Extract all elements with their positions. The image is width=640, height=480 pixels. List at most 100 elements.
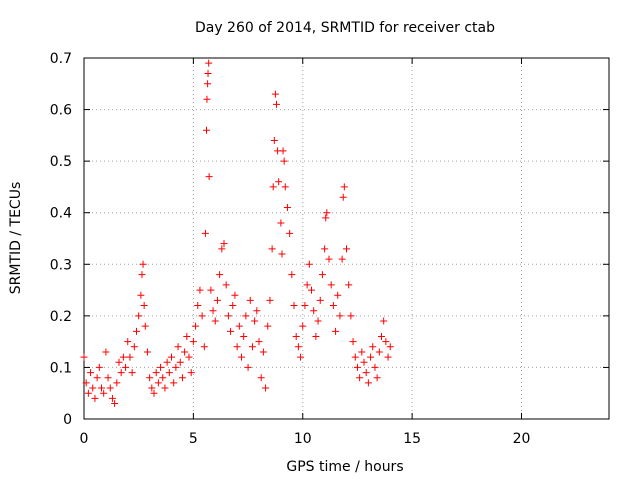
data-point	[278, 250, 286, 258]
data-point	[268, 245, 276, 253]
data-point	[165, 369, 173, 377]
data-point	[119, 353, 127, 361]
y-axis-label: SRMTID / TECUs	[8, 182, 24, 295]
data-point	[205, 59, 213, 67]
data-point	[242, 312, 250, 320]
x-tick-label: 10	[294, 431, 312, 447]
data-point	[82, 379, 90, 387]
data-point	[270, 137, 278, 145]
data-point	[269, 183, 277, 191]
data-point	[240, 332, 248, 340]
data-point	[216, 271, 224, 279]
data-point	[154, 379, 162, 387]
data-point	[161, 384, 169, 392]
data-point	[229, 302, 237, 310]
data-point	[187, 369, 195, 377]
data-point	[135, 312, 143, 320]
data-point	[100, 389, 108, 397]
data-points	[80, 59, 394, 408]
data-point	[336, 312, 344, 320]
data-point	[89, 384, 97, 392]
data-point	[351, 353, 359, 361]
data-point	[200, 343, 208, 351]
data-point	[80, 353, 88, 361]
data-point	[332, 327, 340, 335]
data-point	[137, 291, 145, 299]
data-point	[362, 369, 370, 377]
data-point	[122, 363, 130, 371]
data-point	[201, 229, 209, 237]
data-point	[192, 322, 200, 330]
data-point	[126, 353, 134, 361]
data-point	[325, 255, 333, 263]
data-point	[318, 271, 326, 279]
data-point	[128, 369, 136, 377]
data-point	[213, 296, 221, 304]
data-point	[207, 286, 215, 294]
data-point	[327, 281, 335, 289]
x-tick-labels: 0 5 10 15 20	[80, 431, 531, 447]
data-point	[178, 374, 186, 382]
data-point	[340, 183, 348, 191]
data-point	[271, 90, 279, 98]
data-point	[280, 157, 288, 165]
y-tick-label: 0.6	[50, 103, 72, 119]
data-point	[198, 312, 206, 320]
data-point	[301, 302, 309, 310]
data-point	[329, 302, 337, 310]
data-point	[222, 281, 230, 289]
data-point	[91, 394, 99, 402]
data-point	[211, 317, 219, 325]
x-axis-label: GPS time / hours	[286, 459, 403, 475]
data-point	[205, 173, 213, 181]
data-point	[275, 178, 283, 186]
data-point	[367, 353, 375, 361]
data-point	[303, 281, 311, 289]
data-point	[314, 317, 322, 325]
y-tick-label: 0.7	[50, 51, 72, 67]
data-point	[255, 338, 263, 346]
data-point	[371, 363, 379, 371]
data-point	[140, 302, 148, 310]
data-point	[204, 69, 212, 77]
data-point	[294, 343, 302, 351]
x-tick-label: 20	[513, 431, 531, 447]
data-point	[174, 343, 182, 351]
data-point	[168, 353, 175, 361]
data-point	[345, 281, 353, 289]
data-point	[384, 353, 392, 361]
data-point	[312, 332, 320, 340]
x-tick-label: 0	[80, 431, 89, 447]
data-point	[194, 302, 202, 310]
y-tick-label: 0.5	[50, 154, 72, 170]
plot-frame	[83, 57, 610, 420]
data-point	[286, 229, 294, 237]
data-point	[84, 389, 92, 397]
data-point	[172, 363, 180, 371]
data-point	[203, 126, 210, 134]
data-point	[353, 363, 361, 371]
data-point	[380, 317, 388, 325]
data-point	[349, 338, 357, 346]
data-point	[292, 332, 300, 340]
axis-ticks	[83, 57, 609, 420]
data-point	[378, 332, 385, 340]
data-point	[170, 379, 178, 387]
data-point	[204, 80, 212, 88]
y-tick-label: 0	[63, 412, 72, 428]
data-point	[218, 245, 226, 253]
data-point	[323, 209, 331, 217]
data-point	[264, 322, 272, 330]
data-point	[209, 307, 217, 315]
data-point	[185, 353, 193, 361]
y-tick-label: 0.2	[50, 309, 72, 325]
data-point	[334, 291, 342, 299]
data-point	[316, 296, 324, 304]
data-point	[220, 240, 228, 248]
data-point	[98, 384, 105, 392]
data-point	[224, 312, 232, 320]
data-point	[189, 338, 197, 346]
data-point	[308, 286, 315, 294]
data-point	[305, 260, 313, 268]
